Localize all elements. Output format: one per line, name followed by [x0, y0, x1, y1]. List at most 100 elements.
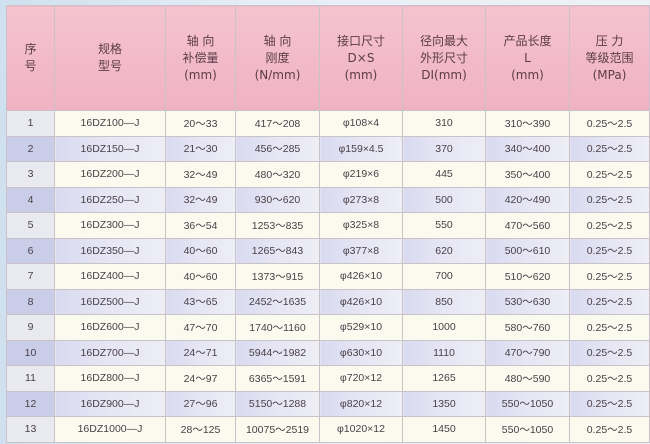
cell-pressure-range: 0.25～2.5: [569, 135, 650, 162]
cell-axial-compensation: 21～30: [165, 135, 236, 162]
cell-model: 16DZ900—J: [54, 390, 166, 417]
cell-max-outer-diameter: 310: [402, 110, 486, 137]
cell-axial-stiffness: 6365～1591: [235, 365, 320, 392]
cell-index: 8: [6, 288, 55, 315]
cell-max-outer-diameter: 620: [402, 237, 486, 264]
table-row: 3 16DZ200—J 32～49 480～320 φ219×6 445 350～400 0.…: [6, 161, 650, 188]
cell-axial-stiffness: 5150～1288: [235, 390, 320, 417]
header-line: 产品长度: [503, 33, 552, 48]
cell-model: 16DZ800—J: [54, 365, 166, 392]
header-pressure-range: 压 力等级范围 (MPa): [569, 5, 650, 111]
cell-axial-stiffness: 10075～2519: [235, 416, 320, 443]
cell-pressure-range: 0.25～2.5: [569, 212, 650, 239]
cell-connection-size: φ1020×12: [319, 416, 403, 443]
cell-product-length: 350～400: [485, 161, 570, 188]
header-line: 外形尺寸: [419, 50, 468, 65]
cell-index: 2: [6, 135, 55, 162]
cell-index: 10: [6, 339, 55, 366]
cell-product-length: 550～1050: [485, 390, 570, 417]
cell-model: 16DZ200—J: [54, 161, 166, 188]
cell-axial-stiffness: 1740～1160: [235, 314, 320, 341]
table-row: 4 16DZ250—J 32～49 930～620 φ273×8 500 420～490 0.…: [6, 186, 650, 213]
cell-axial-compensation: 28～125: [165, 416, 236, 443]
cell-axial-compensation: 24～71: [165, 339, 236, 366]
cell-index: 1: [6, 110, 55, 137]
cell-pressure-range: 0.25～2.5: [569, 288, 650, 315]
cell-axial-compensation: 40～60: [165, 237, 236, 264]
cell-index: 9: [6, 314, 55, 341]
header-index: 序号: [6, 5, 55, 111]
cell-pressure-range: 0.25～2.5: [569, 110, 650, 137]
header-line: (mm): [344, 67, 378, 82]
cell-connection-size: φ219×6: [319, 161, 403, 188]
cell-axial-compensation: 47～70: [165, 314, 236, 341]
header-axial-compensation: 轴 向补偿量 (mm): [165, 5, 236, 111]
cell-max-outer-diameter: 1350: [402, 390, 486, 417]
cell-connection-size: φ529×10: [319, 314, 403, 341]
table-row: 12 16DZ900—J 27～96 5150～1288 φ820×12 1350 550～…: [6, 390, 650, 417]
cell-model: 16DZ250—J: [54, 186, 166, 213]
cell-axial-compensation: 24～97: [165, 365, 236, 392]
cell-axial-compensation: 27～96: [165, 390, 236, 417]
cell-max-outer-diameter: 1110: [402, 339, 486, 366]
cell-connection-size: φ159×4.5: [319, 135, 403, 162]
cell-product-length: 500～610: [485, 237, 570, 264]
cell-axial-stiffness: 480～320: [235, 161, 320, 188]
cell-pressure-range: 0.25～2.5: [569, 365, 650, 392]
header-line: 补偿量: [182, 50, 219, 65]
cell-connection-size: φ426×10: [319, 263, 403, 290]
cell-product-length: 470～790: [485, 339, 570, 366]
header-line: 号: [24, 59, 37, 73]
header-connection-size: 接口尺寸 D×S (mm): [319, 5, 403, 111]
header-line: L: [524, 50, 531, 65]
cell-connection-size: φ426×10: [319, 288, 403, 315]
cell-pressure-range: 0.25～2.5: [569, 390, 650, 417]
header-line: (mm): [184, 67, 217, 82]
cell-model: 16DZ150—J: [54, 135, 166, 162]
cell-connection-size: φ273×8: [319, 186, 403, 213]
cell-max-outer-diameter: 1265: [402, 365, 486, 392]
table-row: 13 16DZ1000—J 28～125 10075～2519 φ1020×12 1450…: [6, 416, 650, 443]
cell-index: 6: [6, 237, 55, 264]
cell-connection-size: φ630×10: [319, 339, 403, 366]
header-line: (N/mm): [254, 67, 301, 82]
spec-table: 序号规格 型号轴 向补偿量 (mm) 轴 向刚度 (N/mm) 接口尺寸 D×S (mm) 径向…: [6, 5, 650, 443]
cell-model: 16DZ600—J: [54, 314, 166, 341]
table-row: 5 16DZ300—J 36～54 1253～835 φ325×8 550 470～560 0…: [6, 212, 650, 239]
header-max-outer-diameter: 径向最大 外形尺寸 DI(mm): [402, 5, 486, 111]
header-line: 压 力: [595, 33, 624, 48]
cell-axial-compensation: 36～54: [165, 212, 236, 239]
header-line: D×S: [347, 50, 375, 65]
header-model: 规格 型号: [54, 5, 166, 111]
header-row: 序号规格 型号轴 向补偿量 (mm) 轴 向刚度 (N/mm) 接口尺寸 D×S (mm) 径向…: [6, 5, 650, 111]
cell-product-length: 480～590: [485, 365, 570, 392]
cell-product-length: 530～630: [485, 288, 570, 315]
header-line: 径向最大: [419, 33, 468, 48]
header-line: 接口尺寸: [336, 33, 385, 48]
header-line: 型号: [97, 59, 122, 73]
header-line: 轴 向: [186, 33, 215, 48]
cell-product-length: 470～560: [485, 212, 570, 239]
table-row: 2 16DZ150—J 21～30 456～285 φ159×4.5 370 340～400…: [6, 135, 650, 162]
cell-axial-stiffness: 5944～1982: [235, 339, 320, 366]
header-line: 规格: [97, 42, 122, 56]
cell-connection-size: φ325×8: [319, 212, 403, 239]
cell-index: 3: [6, 161, 55, 188]
cell-model: 16DZ350—J: [54, 237, 166, 264]
table-row: 1 16DZ100—J 20～33 417～208 φ108×4 310 310～390 0.…: [6, 110, 650, 137]
table-row: 11 16DZ800—J 24～97 6365～1591 φ720×12 1265 480～…: [6, 365, 650, 392]
header-line: (MPa): [592, 67, 627, 82]
cell-pressure-range: 0.25～2.5: [569, 339, 650, 366]
cell-pressure-range: 0.25～2.5: [569, 237, 650, 264]
cell-axial-compensation: 43～65: [165, 288, 236, 315]
cell-product-length: 340～400: [485, 135, 570, 162]
cell-connection-size: φ720×12: [319, 365, 403, 392]
cell-max-outer-diameter: 1450: [402, 416, 486, 443]
cell-product-length: 420～490: [485, 186, 570, 213]
cell-index: 13: [6, 416, 55, 443]
cell-max-outer-diameter: 445: [402, 161, 486, 188]
cell-max-outer-diameter: 700: [402, 263, 486, 290]
cell-product-length: 510～620: [485, 263, 570, 290]
cell-pressure-range: 0.25～2.5: [569, 186, 650, 213]
table-row: 10 16DZ700—J 24～71 5944～1982 φ630×10 1110 470～…: [6, 339, 650, 366]
